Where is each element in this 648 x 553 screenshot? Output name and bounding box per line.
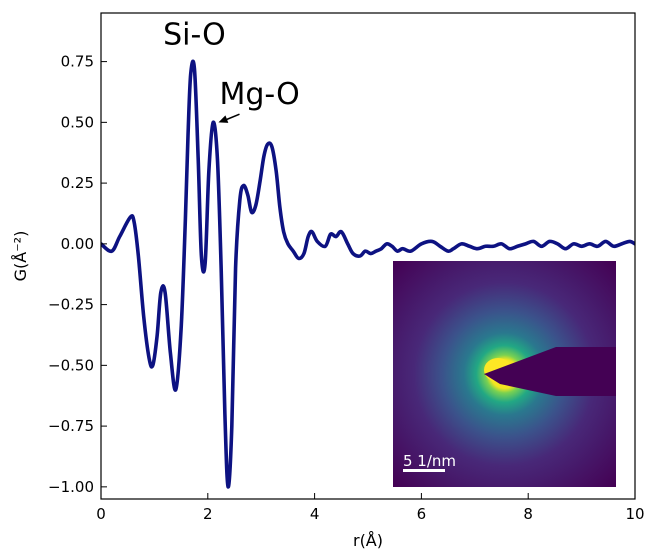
scale-bar-label: 5 1/nm xyxy=(403,452,456,470)
annotation-arrowhead xyxy=(218,115,229,123)
x-tick-label: 4 xyxy=(310,505,320,523)
diffraction-inset: 5 1/nm xyxy=(393,261,616,487)
y-tick-label: 0.50 xyxy=(61,113,94,131)
y-tick-label: 0.00 xyxy=(61,235,94,253)
y-tick-label: −0.25 xyxy=(48,296,94,314)
annotation-arrow xyxy=(224,113,240,122)
x-tick-label: 10 xyxy=(625,505,644,523)
annotation-mg-o: Mg-O xyxy=(220,77,300,112)
y-tick-label: 0.25 xyxy=(61,174,94,192)
annotation-si-o: Si-O xyxy=(163,18,226,53)
x-tick-label: 6 xyxy=(417,505,427,523)
scale-bar xyxy=(403,469,445,472)
y-tick-label: 0.75 xyxy=(61,53,94,71)
y-axis-ticks: 0.75 0.50 0.25 0.00 −0.25 −0.50 −0.75 −1.00 xyxy=(48,53,107,496)
x-tick-label: 2 xyxy=(203,505,213,523)
y-tick-label: −0.75 xyxy=(48,417,94,435)
plot-frame xyxy=(100,12,636,500)
x-axis-ticks: 0 2 4 6 8 10 xyxy=(96,493,645,523)
y-tick-label: −0.50 xyxy=(48,356,94,374)
pdf-series-line xyxy=(101,59,635,489)
x-tick-label: 0 xyxy=(96,505,106,523)
x-tick-label: 8 xyxy=(523,505,533,523)
beam-stop xyxy=(484,347,616,396)
y-axis-label: G(Å⁻²) xyxy=(11,231,30,282)
y-tick-label: −1.00 xyxy=(48,478,94,496)
x-axis-label: r(Å) xyxy=(353,531,383,550)
